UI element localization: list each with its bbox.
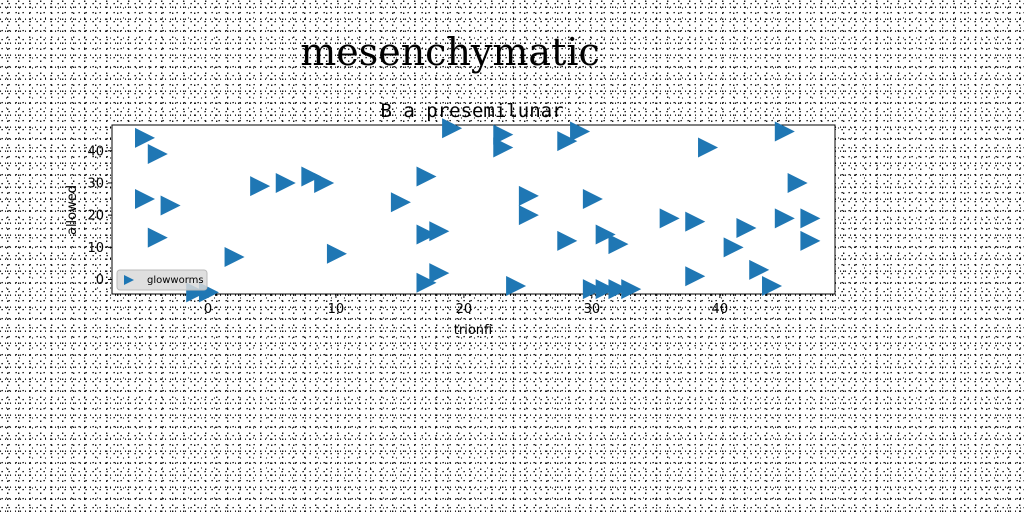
data-point bbox=[518, 205, 539, 226]
x-tick-label: 30 bbox=[584, 302, 601, 317]
plot-area bbox=[111, 124, 836, 295]
data-point bbox=[800, 230, 821, 251]
x-tick-label: 0 bbox=[204, 302, 212, 317]
data-point bbox=[595, 279, 616, 300]
data-point bbox=[429, 221, 450, 242]
data-point bbox=[570, 121, 591, 142]
data-point bbox=[774, 121, 795, 142]
y-tick-label: 10 bbox=[87, 241, 104, 256]
data-point bbox=[595, 224, 616, 245]
legend-box bbox=[116, 269, 208, 291]
data-point bbox=[518, 185, 539, 206]
y-axis: 0 10 20 30 40 bbox=[87, 144, 112, 288]
data-point bbox=[224, 246, 245, 267]
data-point bbox=[685, 266, 706, 287]
data-point bbox=[250, 176, 271, 197]
y-tick-label: 20 bbox=[87, 209, 104, 224]
data-point bbox=[800, 208, 821, 229]
data-point bbox=[685, 211, 706, 232]
data-point bbox=[275, 172, 296, 193]
data-point bbox=[442, 118, 463, 139]
figure-suptitle: mesenchymatic bbox=[300, 30, 600, 74]
data-point bbox=[493, 137, 514, 158]
y-tick-label: 30 bbox=[87, 176, 104, 191]
data-point bbox=[608, 279, 629, 300]
x-tick-label: 40 bbox=[712, 302, 729, 317]
data-point bbox=[582, 279, 603, 300]
data-point bbox=[147, 143, 168, 164]
data-point bbox=[762, 275, 783, 296]
x-tick-label: 10 bbox=[328, 302, 345, 317]
legend: glowworms bbox=[116, 269, 208, 291]
data-point bbox=[301, 166, 322, 187]
data-point bbox=[390, 192, 411, 213]
x-axis: 0 10 20 30 40 bbox=[204, 294, 728, 317]
data-point bbox=[416, 272, 437, 293]
legend-marker bbox=[124, 275, 134, 285]
data-point bbox=[493, 124, 514, 145]
x-tick-label: 20 bbox=[456, 302, 473, 317]
data-point bbox=[416, 224, 437, 245]
data-point bbox=[749, 259, 770, 280]
y-axis-label: allowed bbox=[65, 185, 80, 235]
data-point bbox=[160, 195, 181, 216]
data-point bbox=[723, 237, 744, 258]
data-point bbox=[787, 172, 808, 193]
data-point bbox=[557, 131, 578, 152]
data-point bbox=[147, 227, 168, 248]
data-point bbox=[621, 279, 642, 300]
data-point bbox=[608, 234, 629, 255]
data-point bbox=[698, 137, 719, 158]
data-point bbox=[506, 275, 527, 296]
data-point bbox=[429, 263, 450, 284]
x-axis-label: trionfi bbox=[454, 323, 492, 338]
data-point bbox=[134, 127, 155, 148]
data-point bbox=[557, 230, 578, 251]
data-point bbox=[659, 208, 680, 229]
data-point bbox=[736, 218, 757, 239]
data-point bbox=[326, 243, 347, 264]
y-tick-label: 0 bbox=[96, 273, 104, 288]
data-point bbox=[416, 166, 437, 187]
data-point bbox=[582, 189, 603, 210]
legend-label: glowworms bbox=[147, 275, 204, 286]
chart-title: B a presemilunar bbox=[380, 100, 563, 122]
data-point bbox=[314, 172, 335, 193]
data-points bbox=[134, 118, 821, 303]
data-point bbox=[134, 189, 155, 210]
data-point bbox=[774, 208, 795, 229]
y-tick-label: 40 bbox=[87, 144, 104, 159]
